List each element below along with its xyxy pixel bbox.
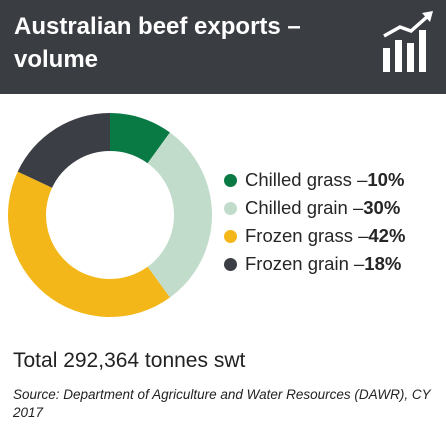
rising-bar-chart-icon <box>383 11 433 72</box>
legend-value: 30% <box>363 197 401 218</box>
legend-label: Frozen grass – <box>245 225 369 246</box>
legend-item: Chilled grain – 30% <box>224 194 439 222</box>
legend-label: Chilled grain – <box>245 197 364 218</box>
legend-value: 18% <box>364 253 402 274</box>
legend-swatch <box>224 257 237 271</box>
legend-label: Chilled grass – <box>245 169 368 190</box>
legend-label: Frozen grain – <box>245 253 365 274</box>
legend-value: 42% <box>368 225 406 246</box>
chart-title: Australian beef exports – volume <box>14 13 301 73</box>
legend-swatch <box>224 201 237 215</box>
header-bar: Australian beef exports – volume <box>0 0 446 94</box>
legend-value: 10% <box>367 169 405 190</box>
chart-legend: Chilled grass – 10% Chilled grain – 30% Fr… <box>224 166 439 278</box>
donut-slice-chilled-grass <box>110 113 170 164</box>
legend-item: Chilled grass – 10% <box>224 166 439 194</box>
donut-slice-frozen-grass <box>7 171 170 317</box>
legend-swatch <box>224 229 237 243</box>
legend-swatch <box>224 173 237 187</box>
donut-slice-chilled-grain <box>147 132 213 298</box>
legend-item: Frozen grass – 42% <box>224 222 439 250</box>
legend-item: Frozen grain – 18% <box>224 250 439 278</box>
total-volume: Total 292,364 tonnes swt <box>13 349 246 372</box>
donut-slice-frozen-grain <box>17 113 110 188</box>
donut-chart <box>7 113 213 317</box>
source-note: Source: Department of Agriculture and Wa… <box>13 387 431 420</box>
